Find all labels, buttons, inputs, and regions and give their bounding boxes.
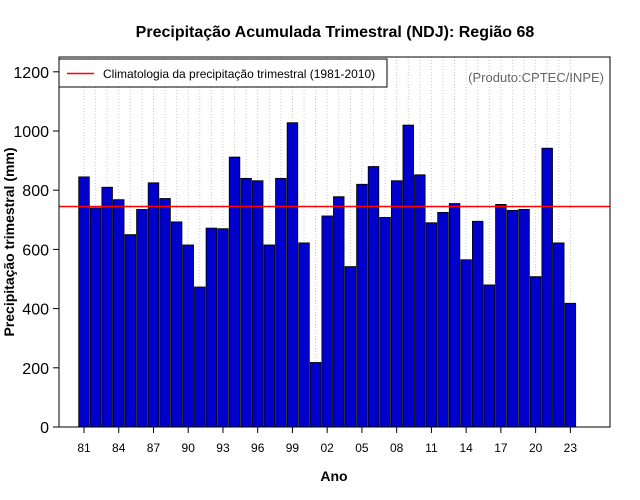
x-tick-label-11: 11 bbox=[425, 441, 438, 455]
bar-1995 bbox=[240, 177, 252, 428]
x-axis-label: Ano bbox=[320, 468, 347, 484]
bars bbox=[78, 122, 577, 428]
bar-2015 bbox=[472, 220, 484, 428]
x-tick-label-23: 23 bbox=[564, 441, 578, 455]
y-tick-label-1000: 1000 bbox=[13, 124, 49, 141]
bar-2022 bbox=[553, 242, 565, 428]
bar-2021 bbox=[541, 147, 553, 428]
bar-2003 bbox=[333, 196, 345, 428]
x-tick-label-93: 93 bbox=[216, 441, 230, 455]
bar-1983 bbox=[101, 186, 113, 428]
y-axis-label: Precipitação trimestral (mm) bbox=[1, 147, 17, 336]
bar-1996 bbox=[251, 180, 264, 428]
legend: Climatologia da precipitação trimestral … bbox=[58, 58, 388, 88]
bar-2001 bbox=[309, 362, 322, 428]
x-tick-label-84: 84 bbox=[112, 441, 126, 455]
bar-1986 bbox=[136, 209, 148, 428]
x-tick-label-05: 05 bbox=[355, 441, 369, 455]
legend-label: Climatologia da precipitação trimestral … bbox=[103, 67, 375, 81]
bar-2004 bbox=[344, 266, 357, 428]
bar-2007 bbox=[379, 217, 391, 428]
x-tick-label-20: 20 bbox=[529, 441, 543, 455]
bar-2017 bbox=[495, 204, 507, 428]
bar-2002 bbox=[321, 215, 333, 428]
bar-1985 bbox=[124, 234, 137, 428]
bar-2019 bbox=[518, 209, 530, 428]
bar-2000 bbox=[298, 242, 310, 428]
bar-1988 bbox=[159, 198, 171, 428]
y-axis: 0 200 400 600 800 1000 1200 bbox=[13, 65, 60, 437]
source-label: (Produto:CPTEC/INPE) bbox=[468, 70, 604, 85]
bar-2006 bbox=[367, 166, 380, 428]
x-tick-label-90: 90 bbox=[182, 441, 196, 455]
y-tick-label-600: 600 bbox=[22, 242, 49, 259]
bar-1993 bbox=[217, 228, 229, 428]
x-tick-label-17: 17 bbox=[494, 441, 508, 455]
x-axis: 81 84 87 90 93 96 99 02 05 08 11 14 17 20 23 bbox=[77, 426, 578, 455]
x-tick-label-87: 87 bbox=[147, 441, 161, 455]
bar-2014 bbox=[460, 259, 472, 428]
x-tick-label-02: 02 bbox=[321, 441, 335, 455]
bar-2016 bbox=[483, 284, 496, 428]
y-tick-label-1200: 1200 bbox=[13, 65, 49, 82]
bar-1984 bbox=[113, 199, 125, 428]
bar-2018 bbox=[506, 209, 519, 428]
bar-2011 bbox=[425, 222, 438, 428]
bar-2013 bbox=[448, 203, 461, 428]
bar-2020 bbox=[529, 276, 542, 428]
y-tick-label-400: 400 bbox=[22, 302, 49, 319]
bar-1987 bbox=[147, 182, 160, 428]
x-tick-label-96: 96 bbox=[251, 441, 265, 455]
bar-1991 bbox=[194, 286, 206, 428]
bar-1981 bbox=[78, 176, 90, 428]
bar-1998 bbox=[275, 177, 287, 428]
x-tick-label-14: 14 bbox=[459, 441, 473, 455]
bar-2005 bbox=[356, 183, 368, 428]
y-tick-label-200: 200 bbox=[22, 361, 49, 378]
x-tick-label-99: 99 bbox=[286, 441, 300, 455]
bar-1989 bbox=[170, 221, 183, 428]
bar-1994 bbox=[228, 156, 241, 428]
y-tick-label-800: 800 bbox=[22, 183, 49, 200]
bar-1992 bbox=[205, 227, 218, 428]
bar-2023 bbox=[564, 302, 577, 428]
bar-1982 bbox=[89, 207, 102, 428]
bar-2012 bbox=[437, 211, 449, 428]
bar-2009 bbox=[402, 124, 414, 428]
chart-title: Precipitação Acumulada Trimestral (NDJ):… bbox=[136, 24, 535, 41]
bar-1999 bbox=[286, 122, 299, 428]
x-tick-label-81: 81 bbox=[77, 441, 91, 455]
bar-2008 bbox=[390, 180, 403, 428]
bar-2010 bbox=[414, 174, 426, 428]
legend-box bbox=[58, 58, 388, 88]
bar-1990 bbox=[182, 244, 194, 428]
x-tick-label-08: 08 bbox=[390, 441, 404, 455]
bar-1997 bbox=[263, 244, 275, 428]
y-tick-label-0: 0 bbox=[40, 420, 49, 437]
